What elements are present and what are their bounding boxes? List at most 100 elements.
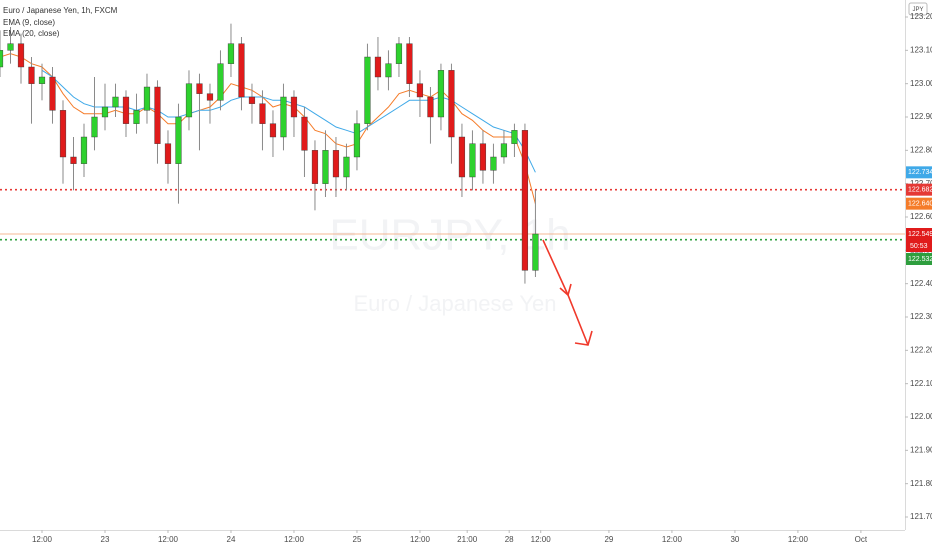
candle-body: [38, 76, 46, 84]
x-tick-label: 23: [101, 535, 110, 544]
candle-body: [490, 156, 497, 171]
legend-entry: EMA (20, close): [3, 29, 60, 38]
price-label-box: [906, 253, 932, 265]
candle-body: [133, 110, 140, 124]
candle-body: [290, 96, 298, 118]
candle-body: [196, 83, 203, 94]
candle-body: [448, 70, 455, 138]
candle-body: [395, 43, 403, 64]
candle-body: [49, 76, 56, 111]
candle-body: [122, 96, 130, 124]
candle-body: [364, 56, 371, 124]
price-label: 122.734: [908, 169, 932, 176]
candle-body: [322, 150, 329, 184]
y-tick-label: 122.600: [910, 212, 932, 221]
price-label-box: [906, 166, 932, 179]
x-tick-label: 29: [604, 535, 613, 544]
currency-badge: JPY: [908, 2, 928, 16]
candle-body: [301, 116, 308, 151]
candle-body: [175, 116, 182, 164]
y-tick-label: 122.300: [910, 312, 932, 321]
arrow-head: [559, 283, 572, 297]
candle-body: [353, 123, 361, 158]
y-tick-label: 123.000: [910, 79, 932, 88]
price-label-box: [906, 183, 932, 196]
badge-text: JPY: [912, 7, 923, 13]
candle-body: [311, 150, 319, 184]
y-tick-label: 123.100: [910, 45, 932, 54]
candle-body: [343, 156, 350, 178]
candle-body: [259, 103, 266, 124]
x-tick-label: 12:00: [32, 535, 53, 544]
price-label: 122.682: [908, 187, 932, 194]
candle-body: [532, 233, 539, 271]
candle-body: [437, 70, 445, 118]
y-tick-label: 122.700: [910, 179, 932, 188]
plot-area: [0, 23, 905, 284]
candle-body: [385, 63, 392, 78]
candle-body: [469, 143, 476, 178]
candle-body: [101, 106, 109, 118]
candle-body: [521, 130, 529, 271]
y-tick-label: 121.800: [910, 479, 932, 488]
y-tick-label: 121.700: [910, 512, 932, 521]
candle-body: [374, 56, 382, 78]
x-tick-label: 12:00: [531, 535, 552, 544]
y-tick-label: 122.800: [910, 145, 932, 154]
x-tick-label: 28: [505, 535, 514, 544]
price-countdown: 50:53: [910, 243, 928, 250]
y-tick-label: 122.200: [910, 345, 932, 354]
candle-body: [143, 86, 151, 111]
x-tick-label: 12:00: [662, 535, 683, 544]
y-tick-label: 122.100: [910, 379, 932, 388]
x-tick-label: 25: [353, 535, 362, 544]
ma-line: [0, 53, 536, 204]
price-label-box: [906, 228, 932, 252]
y-tick-label: 122.000: [910, 412, 932, 421]
x-tick-label: 21:00: [457, 535, 478, 544]
candle-body: [427, 96, 434, 118]
candle-body: [164, 143, 172, 164]
candle-body: [227, 43, 235, 64]
annotation-arrow: [542, 239, 593, 346]
candle-body: [7, 43, 14, 51]
candle-body: [59, 110, 67, 158]
arrow-head: [574, 330, 593, 346]
y-tick-label: 121.900: [910, 445, 932, 454]
candle-body: [206, 93, 214, 101]
candle-body: [112, 96, 119, 108]
x-tick-label: 30: [730, 535, 739, 544]
x-tick-label: 24: [227, 535, 236, 544]
candle-body: [17, 43, 25, 68]
legend-entry: EMA (9, close): [3, 18, 55, 27]
candle-body: [511, 130, 518, 144]
candle-body: [154, 86, 161, 144]
candle-body: [217, 63, 224, 101]
candle-body: [70, 156, 77, 164]
chart-title: Euro / Japanese Yen, 1h, FXCM: [3, 6, 118, 15]
y-tick-label: 123.200: [910, 12, 932, 21]
candle-body: [269, 123, 277, 138]
price-label: 122.549: [908, 231, 932, 238]
badge-box: [908, 2, 928, 16]
price-label-box: [906, 197, 932, 210]
x-tick-label: 12:00: [410, 535, 431, 544]
candle-body: [0, 50, 4, 68]
candle-body: [416, 83, 424, 98]
candle-body: [479, 143, 487, 171]
candle-body: [458, 136, 466, 178]
watermark-subtitle: Euro / Japanese Yen: [353, 291, 556, 316]
candle-body: [185, 83, 193, 118]
candle-body: [28, 66, 35, 84]
candle-body: [238, 43, 245, 98]
candle-body: [332, 150, 340, 178]
y-tick-label: 122.900: [910, 112, 932, 121]
candle-body: [280, 96, 287, 138]
price-label: 122.640: [908, 201, 932, 208]
candle-body: [91, 116, 98, 138]
candle-body: [248, 96, 256, 104]
x-tick-label: 12:00: [788, 535, 809, 544]
candle-body: [500, 143, 508, 158]
